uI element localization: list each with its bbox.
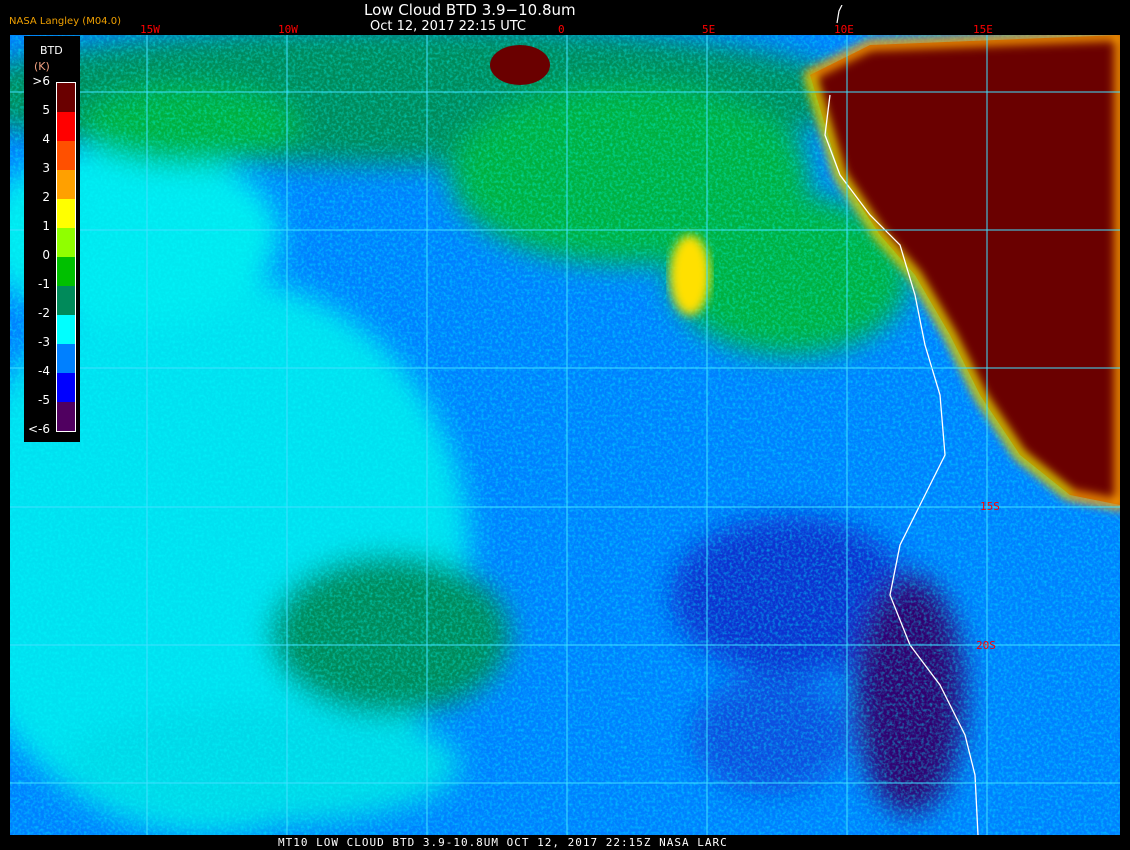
legend-tick: -5 (38, 393, 50, 407)
lon-label-15e: 15E (973, 23, 993, 36)
coastline-marker (836, 5, 843, 24)
legend-swatch (57, 344, 75, 373)
lon-label-10w: 10W (278, 23, 298, 36)
legend-swatch (57, 199, 75, 228)
legend-swatch (57, 141, 75, 170)
legend-tick: 1 (42, 219, 50, 233)
legend-swatch (57, 315, 75, 344)
image-title: Low Cloud BTD 3.9−10.8um (364, 1, 576, 19)
legend-tick: 3 (42, 161, 50, 175)
legend-title: BTD (40, 44, 63, 57)
legend-tick: -1 (38, 277, 50, 291)
lat-label-20s: 20S (976, 639, 996, 652)
legend-tick: >6 (32, 74, 50, 88)
legend-tick: -4 (38, 364, 50, 378)
coastline (824, 94, 979, 835)
legend-tick: -3 (38, 335, 50, 349)
lon-label-15w: 15W (140, 23, 160, 36)
footer-caption: MT10 LOW CLOUD BTD 3.9-10.8UM OCT 12, 20… (278, 836, 728, 849)
color-legend: BTD (K) >6 5 4 3 2 1 0 -1 -2 -3 -4 -5 <-6 (24, 36, 80, 442)
legend-swatch (57, 257, 75, 286)
legend-swatch (57, 83, 75, 112)
legend-swatch (57, 373, 75, 402)
lat-lon-grid (10, 35, 1120, 835)
legend-swatch (57, 170, 75, 199)
legend-swatch (57, 112, 75, 141)
legend-tick: 0 (42, 248, 50, 262)
lat-label-15s: 15S (980, 500, 1000, 513)
legend-tick: -2 (38, 306, 50, 320)
legend-swatch (57, 402, 75, 431)
legend-tick: 4 (42, 132, 50, 146)
legend-swatch (57, 228, 75, 257)
legend-colorbar (56, 82, 76, 432)
land-region (490, 35, 1120, 511)
lon-label-0: 0 (558, 23, 565, 36)
legend-tick: 5 (42, 103, 50, 117)
legend-tick: 2 (42, 190, 50, 204)
legend-swatch (57, 286, 75, 315)
lon-label-10e: 10E (834, 23, 854, 36)
legend-tick: <-6 (27, 422, 50, 436)
lon-label-5e: 5E (702, 23, 716, 36)
legend-unit: (K) (34, 60, 50, 73)
organization-label: NASA Langley (M04.0) (9, 16, 121, 27)
image-timestamp: Oct 12, 2017 22:15 UTC (370, 19, 526, 34)
satellite-map (10, 35, 1120, 835)
